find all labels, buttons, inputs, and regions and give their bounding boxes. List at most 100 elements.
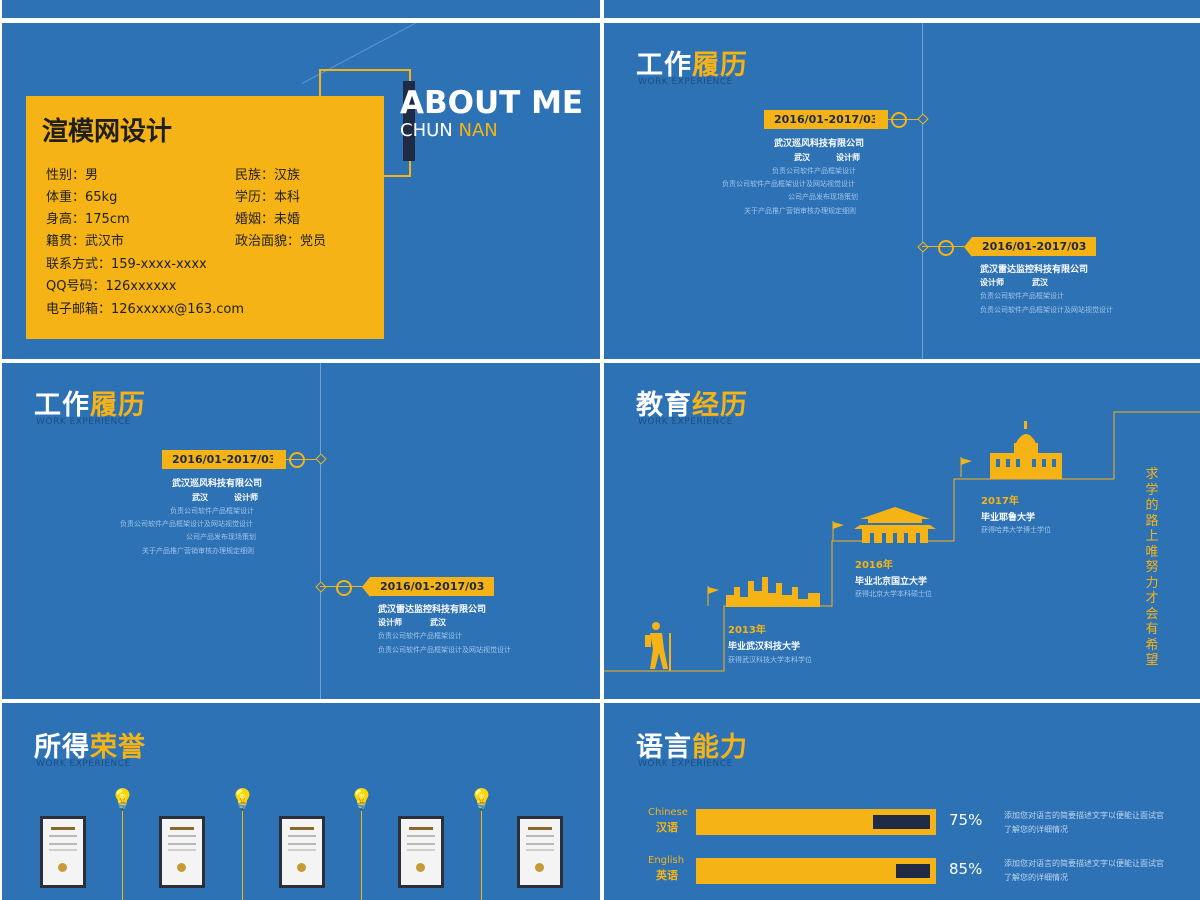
- duty-1-1: 负责公司软件产品框架设计: [170, 507, 254, 515]
- section-title: 工作履历: [34, 383, 146, 422]
- language-en-label-2: English: [648, 855, 685, 866]
- language-percent-1: 75%: [949, 811, 983, 829]
- edu-school-3: 毕业耶鲁大学: [981, 513, 1036, 523]
- slide-work-experience-2[interactable]: 工作履历 WORK EXPERIENCE 2016/01-2017/03 武汉巡…: [2, 363, 600, 699]
- skyline-icon: [726, 577, 820, 607]
- edu-desc-2: 获得北京大学本科硕士位: [855, 590, 932, 598]
- clock-icon: [891, 112, 907, 128]
- hang-line: [361, 811, 362, 900]
- role-2: 设计师: [378, 618, 402, 627]
- slide-education[interactable]: 教育经历 WORK EXPERIENCE 2013年 毕业武汉: [604, 363, 1200, 699]
- profile-card: [26, 96, 384, 339]
- slide-honors[interactable]: 所得荣誉 WORK EXPERIENCE 💡 💡 💡 💡: [2, 703, 600, 900]
- edu-year-2: 2016年: [855, 560, 893, 571]
- city-1: 武汉: [794, 153, 810, 162]
- title-part-a: 语言: [636, 732, 692, 763]
- edu-year-3: 2017年: [981, 496, 1019, 507]
- hang-line: [481, 811, 482, 900]
- duty-1-1: 负责公司软件产品框架设计: [772, 167, 856, 175]
- title-part-b: 履历: [692, 50, 748, 81]
- language-bar-fill-1: [702, 815, 873, 829]
- timeline-date-2: 2016/01-2017/03: [370, 577, 495, 596]
- info-native: 籍贯：武汉市: [46, 234, 125, 249]
- dark-marker: [403, 81, 415, 161]
- date-arrow-1: [875, 110, 883, 130]
- certificate[interactable]: [398, 816, 444, 888]
- title-part-b: 荣誉: [90, 732, 146, 763]
- role-1: 设计师: [234, 493, 258, 502]
- language-percent-2: 85%: [949, 860, 983, 878]
- diamond-node-icon: [315, 453, 327, 465]
- clock-icon-2: [938, 240, 954, 256]
- about-me-heading: ABOUT ME: [400, 85, 584, 121]
- duty-2-1: 负责公司软件产品框架设计: [980, 292, 1064, 300]
- section-title: 工作履历: [636, 43, 748, 82]
- language-bar-1: [696, 809, 936, 835]
- section-title: 语言能力: [636, 725, 748, 764]
- section-title: 所得荣誉: [34, 725, 146, 764]
- role-2: 设计师: [980, 278, 1004, 287]
- flag-icon-2: [832, 521, 844, 541]
- section-subtitle: WORK EXPERIENCE: [36, 759, 131, 769]
- title-part-a: 所得: [34, 732, 90, 763]
- section-subtitle: WORK EXPERIENCE: [638, 77, 733, 87]
- duty-1-2: 负责公司软件产品框架设计及网站视觉设计: [120, 520, 253, 528]
- slide-top-left-partial[interactable]: [2, 0, 600, 18]
- certificate[interactable]: [40, 816, 86, 888]
- company-1: 武汉巡风科技有限公司: [172, 479, 263, 489]
- slide-about-me[interactable]: 渲模网设计 ABOUT ME CHUN NAN 性别：男 体重：65kg 身高：…: [2, 23, 600, 359]
- hiker-icon: [645, 622, 671, 671]
- city-2: 武汉: [1032, 278, 1048, 287]
- sub-last: NAN: [458, 120, 498, 141]
- info-height: 身高：175cm: [46, 212, 130, 227]
- connector-line-1: [884, 119, 922, 120]
- title-part-b: 能力: [692, 732, 748, 763]
- section-subtitle: WORK EXPERIENCE: [638, 417, 733, 427]
- certificate[interactable]: [279, 816, 325, 888]
- edu-desc-3: 获得哈弗大学博士学位: [981, 526, 1051, 534]
- profile-name: 渲模网设计: [42, 117, 173, 147]
- slide-work-experience-1[interactable]: 工作履历 WORK EXPERIENCE 2016/01-2017/03 武汉巡…: [604, 23, 1200, 359]
- section-title: 教育经历: [636, 383, 748, 422]
- language-desc-1: 添加您对语言的简要描述文字以便能让面试官了解您的详细情况: [1004, 811, 1164, 834]
- role-1: 设计师: [836, 153, 860, 162]
- city-2: 武汉: [430, 618, 446, 627]
- title-part-b: 履历: [90, 390, 146, 421]
- info-email: 电子邮箱：126xxxxx@163.com: [46, 302, 244, 317]
- sub-first: CHUN: [400, 120, 453, 141]
- certificate[interactable]: [159, 816, 205, 888]
- diamond-node-icon: [917, 113, 929, 125]
- palace-icon: [854, 507, 936, 543]
- timeline-date-1: 2016/01-2017/03: [764, 110, 889, 129]
- duty-1-4: 关于产品推广营销审核办理规定细则: [142, 547, 254, 555]
- company-1: 武汉巡风科技有限公司: [774, 139, 865, 149]
- title-part-b: 经历: [692, 390, 748, 421]
- slide-language[interactable]: 语言能力 WORK EXPERIENCE Chinese 汉语 75% 添加您对…: [604, 703, 1200, 900]
- lightbulb-icon: 💡: [469, 787, 494, 811]
- info-weight: 体重：65kg: [46, 190, 118, 205]
- language-bar-track-2: [702, 864, 930, 878]
- edu-school-2: 毕业北京国立大学: [855, 577, 928, 587]
- section-subtitle: WORK EXPERIENCE: [36, 417, 131, 427]
- date-arrow-1: [273, 450, 281, 470]
- lightbulb-icon: 💡: [110, 787, 135, 811]
- edu-school-1: 毕业武汉科技大学: [728, 642, 801, 652]
- lightbulb-icon: 💡: [230, 787, 255, 811]
- flag-icon-3: [960, 457, 972, 477]
- edu-year-1: 2013年: [728, 625, 766, 636]
- duty-2-2: 负责公司软件产品框架设计及网站视觉设计: [378, 646, 511, 654]
- connector-line-1: [282, 459, 320, 460]
- language-bar-fill-2: [702, 864, 896, 878]
- clock-icon: [289, 452, 305, 468]
- duty-1-3: 公司产品发布现场策划: [186, 533, 256, 541]
- slide-top-right-partial[interactable]: [604, 0, 1200, 18]
- about-me-subheading: CHUN NAN: [400, 120, 498, 141]
- timeline-date-1: 2016/01-2017/03: [162, 450, 287, 469]
- info-ethnicity: 民族：汉族: [235, 168, 301, 183]
- company-2: 武汉雷达监控科技有限公司: [378, 605, 487, 615]
- duty-1-4: 关于产品推广营销审核办理规定细则: [744, 207, 856, 215]
- certificate[interactable]: [517, 816, 563, 888]
- timeline-date-2: 2016/01-2017/03: [972, 237, 1097, 256]
- diamond-node-icon-2: [315, 581, 327, 593]
- diamond-node-icon-2: [917, 241, 929, 253]
